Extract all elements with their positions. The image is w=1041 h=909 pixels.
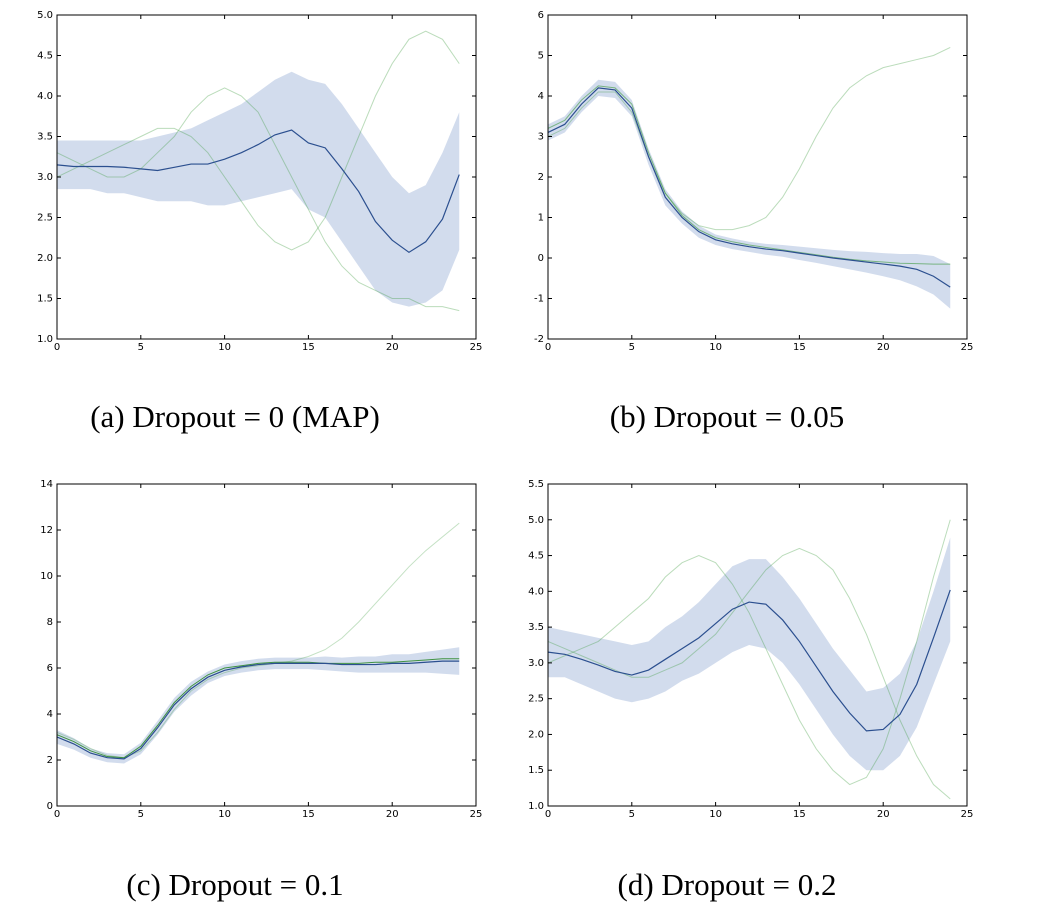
uncertainty-band bbox=[548, 79, 951, 309]
x-tick-label: 25 bbox=[470, 342, 483, 353]
x-tick-label: 20 bbox=[877, 342, 890, 353]
y-tick-label: 5.0 bbox=[37, 10, 53, 21]
plot-area bbox=[57, 15, 476, 339]
series-line bbox=[57, 660, 460, 760]
y-tick-label: 1.5 bbox=[37, 294, 53, 305]
x-tick-label: 25 bbox=[961, 342, 974, 353]
x-tick-label: 5 bbox=[138, 809, 144, 820]
x-tick-label: 20 bbox=[877, 809, 890, 820]
y-tick-label: 1.5 bbox=[528, 765, 544, 776]
y-tick-label: 14 bbox=[40, 479, 53, 490]
caption: (a) Dropout = 0 (MAP) bbox=[90, 399, 380, 434]
plot-area bbox=[548, 484, 967, 806]
axes-frame bbox=[547, 483, 968, 807]
x-tick-label: 0 bbox=[54, 809, 60, 820]
y-tick-label: 4 bbox=[47, 709, 53, 720]
x-tick-label: 5 bbox=[629, 809, 635, 820]
x-tick-label: 25 bbox=[961, 809, 974, 820]
series-line bbox=[57, 658, 460, 759]
caption: (b) Dropout = 0.05 bbox=[610, 399, 844, 434]
y-tick-label: 3.0 bbox=[528, 658, 544, 669]
y-tick-label: 12 bbox=[40, 525, 53, 536]
x-tick-label: 10 bbox=[709, 342, 722, 353]
x-tick-label: 5 bbox=[138, 342, 144, 353]
y-tick-label: 0 bbox=[47, 801, 53, 812]
x-tick-label: 15 bbox=[302, 809, 315, 820]
x-tick-label: 0 bbox=[545, 342, 551, 353]
y-tick-label: 4 bbox=[538, 91, 544, 102]
y-tick-label: -2 bbox=[534, 334, 544, 345]
y-tick-label: 2.0 bbox=[528, 729, 544, 740]
series-line bbox=[548, 87, 951, 288]
uncertainty-band bbox=[57, 71, 460, 307]
caption: (c) Dropout = 0.1 bbox=[126, 867, 343, 902]
y-tick-label: 0 bbox=[538, 253, 544, 264]
plot-area bbox=[57, 484, 476, 806]
x-tick-label: 10 bbox=[709, 809, 722, 820]
y-tick-label: 3.5 bbox=[528, 622, 544, 633]
series-line bbox=[548, 547, 951, 800]
x-tick-label: 25 bbox=[470, 809, 483, 820]
series-line bbox=[548, 519, 951, 786]
axes-frame bbox=[56, 483, 477, 807]
y-tick-label: 1 bbox=[538, 213, 544, 224]
x-tick-label: 0 bbox=[54, 342, 60, 353]
y-tick-label: 4.0 bbox=[37, 91, 53, 102]
y-tick-label: 2.0 bbox=[37, 253, 53, 264]
y-tick-label: 5.0 bbox=[528, 515, 544, 526]
series-line bbox=[57, 87, 460, 312]
y-tick-label: 10 bbox=[40, 571, 53, 582]
y-tick-label: 1.0 bbox=[37, 334, 53, 345]
y-tick-label: 4.0 bbox=[528, 586, 544, 597]
y-tick-label: 2 bbox=[538, 172, 544, 183]
x-tick-label: 10 bbox=[218, 809, 231, 820]
x-tick-label: 10 bbox=[218, 342, 231, 353]
caption: (d) Dropout = 0.2 bbox=[618, 867, 837, 902]
y-tick-label: 2.5 bbox=[528, 694, 544, 705]
y-tick-label: 2 bbox=[47, 755, 53, 766]
y-tick-label: 8 bbox=[47, 617, 53, 628]
y-tick-label: 3 bbox=[538, 132, 544, 143]
x-tick-label: 5 bbox=[629, 342, 635, 353]
x-tick-label: 20 bbox=[386, 809, 399, 820]
y-tick-label: 3.5 bbox=[37, 132, 53, 143]
series-line bbox=[57, 30, 460, 251]
series-line bbox=[548, 85, 951, 265]
y-tick-label: 3.0 bbox=[37, 172, 53, 183]
series-line bbox=[548, 46, 951, 231]
uncertainty-band bbox=[57, 647, 460, 764]
y-tick-label: 5 bbox=[538, 51, 544, 62]
x-tick-label: 15 bbox=[793, 342, 806, 353]
y-tick-label: -1 bbox=[534, 294, 544, 305]
y-tick-label: 6 bbox=[538, 10, 544, 21]
x-tick-label: 15 bbox=[793, 809, 806, 820]
x-tick-label: 15 bbox=[302, 342, 315, 353]
series-line bbox=[57, 129, 460, 254]
x-tick-label: 0 bbox=[545, 809, 551, 820]
y-tick-label: 5.5 bbox=[528, 479, 544, 490]
y-tick-label: 4.5 bbox=[528, 551, 544, 562]
y-tick-label: 1.0 bbox=[528, 801, 544, 812]
y-tick-label: 4.5 bbox=[37, 51, 53, 62]
x-tick-label: 20 bbox=[386, 342, 399, 353]
y-tick-label: 2.5 bbox=[37, 213, 53, 224]
plot-area bbox=[548, 15, 967, 339]
series-line bbox=[548, 589, 951, 732]
y-tick-label: 6 bbox=[47, 663, 53, 674]
